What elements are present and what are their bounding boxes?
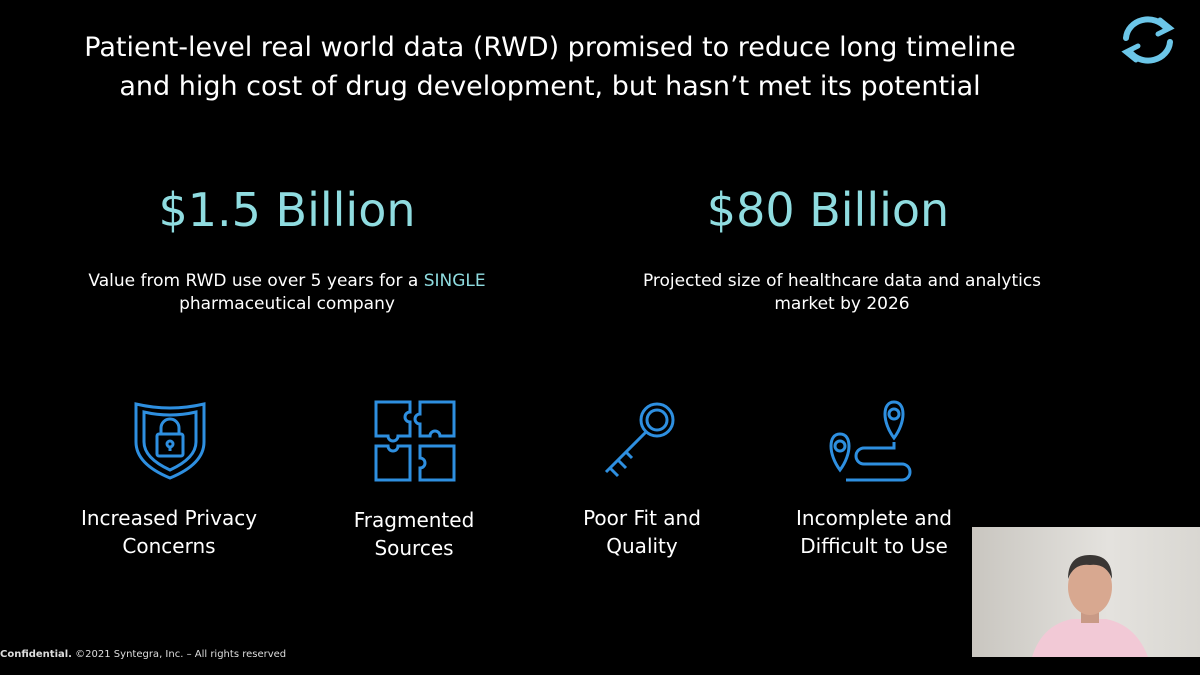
stat-value: $1.5 Billion [158,183,416,237]
issue-line: Poor Fit and [583,506,701,530]
desc-text: Value from RWD use over 5 years for a [88,271,419,291]
stat-value: $80 Billion [706,183,950,237]
issue-label: Increased Privacy Concerns [49,504,289,560]
logo [1121,16,1175,64]
speaker [1032,555,1148,657]
issue-line: Fragmented [353,508,475,532]
issue-label: Poor Fit and Quality [522,504,762,560]
footer-bold: Confidential. [0,649,72,660]
footer-text: ©2021 Syntegra, Inc. – All rights reserv… [75,649,287,660]
footer: Confidential. ©2021 Syntegra, Inc. – All… [0,649,286,660]
issue-label: Fragmented Sources [294,506,534,562]
issue-line: Quality [606,534,678,558]
title-line: Patient-level real world data (RWD) prom… [84,32,1016,63]
issue-line: Incomplete and [796,506,952,530]
route-icon [829,400,912,482]
puzzle-icon [374,400,456,482]
issue-line: Concerns [122,534,216,558]
desc-text: market by 2026 [774,294,910,314]
stat-description: Projected size of healthcare data and an… [562,270,1122,316]
stat-description: Value from RWD use over 5 years for a SI… [7,270,567,316]
desc-text: pharmaceutical company [179,294,395,314]
key-icon [604,402,675,478]
title: Patient-level real world data (RWD) prom… [0,28,1100,106]
desc-highlight: SINGLE [423,271,486,291]
video-thumbnail [972,527,1200,657]
issue-line: Sources [374,536,454,560]
issue-line: Difficult to Use [800,534,948,558]
issue-line: Increased Privacy [80,506,258,530]
desc-text: Projected size of healthcare data and an… [642,271,1042,291]
title-line: and high cost of drug development, but h… [119,71,981,102]
shield-lock-icon [134,402,206,480]
issue-label: Incomplete and Difficult to Use [754,504,994,560]
